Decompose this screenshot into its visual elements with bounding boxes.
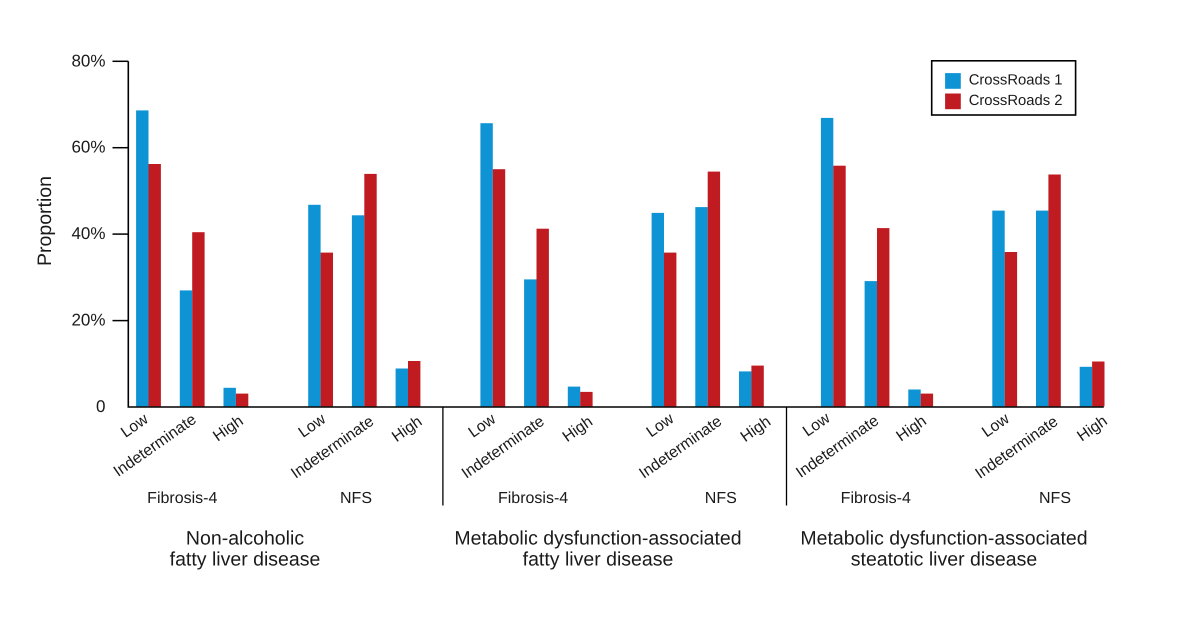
svg-text:Fibrosis-4: Fibrosis-4 <box>498 490 568 507</box>
svg-text:fatty liver disease: fatty liver disease <box>523 549 674 571</box>
svg-text:Proportion: Proportion <box>34 176 56 266</box>
svg-text:60%: 60% <box>71 138 105 157</box>
svg-text:fatty liver disease: fatty liver disease <box>170 549 321 571</box>
svg-text:CrossRoads 2: CrossRoads 2 <box>969 93 1063 109</box>
svg-text:CrossRoads 1: CrossRoads 1 <box>969 73 1063 89</box>
svg-text:80%: 80% <box>71 51 105 70</box>
svg-text:steatotic liver disease: steatotic liver disease <box>851 549 1037 571</box>
svg-text:Fibrosis-4: Fibrosis-4 <box>841 490 911 507</box>
svg-text:NFS: NFS <box>705 490 737 507</box>
svg-text:Metabolic dysfunction-associat: Metabolic dysfunction-associated <box>800 528 1087 550</box>
svg-text:0: 0 <box>96 397 105 416</box>
svg-text:Non-alcoholic: Non-alcoholic <box>186 528 304 550</box>
svg-text:NFS: NFS <box>340 490 372 507</box>
svg-text:20%: 20% <box>71 311 105 330</box>
svg-text:40%: 40% <box>71 224 105 243</box>
svg-text:Metabolic dysfunction-associat: Metabolic dysfunction-associated <box>454 528 741 550</box>
svg-text:NFS: NFS <box>1039 490 1071 507</box>
svg-text:Fibrosis-4: Fibrosis-4 <box>147 490 217 507</box>
